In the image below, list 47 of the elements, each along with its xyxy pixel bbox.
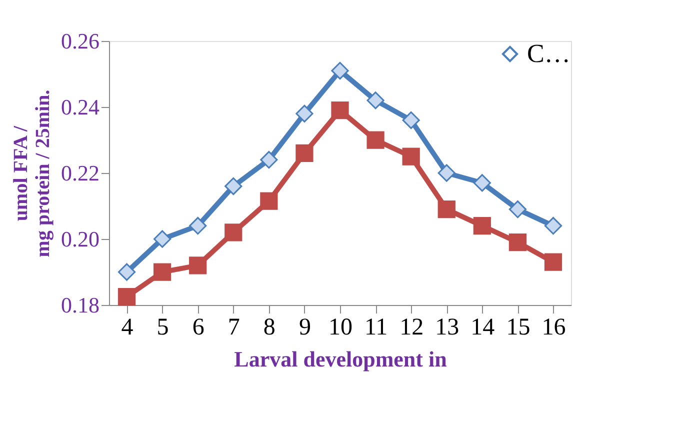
point [544,253,562,271]
point [189,256,207,274]
point [402,148,420,166]
x-tick-label: 11 [364,314,388,340]
point [260,192,278,210]
x-tick-label: 5 [156,314,169,340]
legend-label: C… [527,39,570,68]
point [473,174,491,192]
point [544,216,562,235]
point [402,111,420,130]
point [260,150,278,169]
x-tick-label: 10 [328,314,352,340]
point [296,104,314,122]
x-tick-label: 15 [506,314,530,340]
point [508,200,527,218]
point [153,230,172,248]
x-tick-label: 6 [192,314,204,340]
point [118,288,136,306]
x-tick-label: 4 [121,314,134,340]
point [189,216,207,235]
y-axis-title: umol FFA / mg protein / 25min. [10,90,54,258]
y-tick-label: 0.18 [61,292,100,318]
point [331,101,349,120]
point [473,216,491,235]
y-tick-label: 0.20 [61,226,100,252]
y-tick-label: 0.24 [61,94,100,120]
point [508,233,527,252]
point [224,177,242,196]
point [224,224,242,242]
x-tick-label: 16 [542,314,566,340]
y-tick-label: 0.22 [61,160,100,186]
y-tick-label: 0.26 [61,28,100,54]
point [366,92,384,110]
point [438,164,456,182]
x-tick-label: 14 [470,314,495,340]
x-tick-label: 12 [400,314,424,340]
x-tick-label: 8 [263,314,276,340]
point [331,62,349,80]
x-tick-label: 9 [298,314,311,340]
point [438,200,456,218]
point [296,144,314,162]
point [118,263,136,281]
x-tick-label: 13 [435,314,460,340]
point [153,263,172,281]
x-axis-title: Larval development in [234,346,447,372]
point [366,131,384,149]
x-tick-label: 7 [228,314,240,340]
